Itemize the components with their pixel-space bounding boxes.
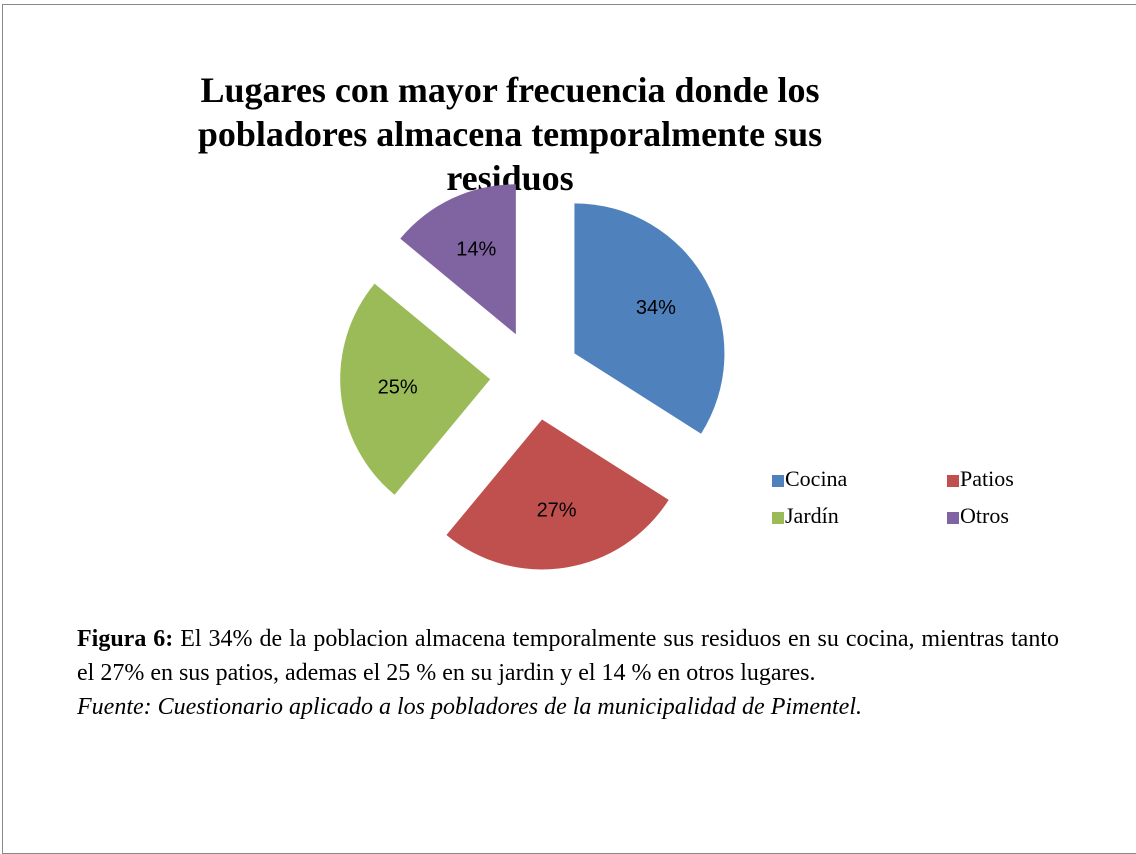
slice-label: 25% bbox=[378, 376, 418, 398]
caption-text: El 34% de la poblacion almacena temporal… bbox=[77, 626, 1060, 686]
pie-slice bbox=[340, 283, 491, 495]
caption-source: Fuente: Cuestionario aplicado a los pobl… bbox=[77, 694, 863, 720]
pie-slice bbox=[446, 419, 669, 570]
pie-slice bbox=[400, 184, 516, 335]
caption-label: Figura 6: bbox=[77, 626, 174, 652]
legend-label: Otros bbox=[960, 503, 1009, 528]
legend-label: Patios bbox=[960, 466, 1014, 491]
pie-slice bbox=[574, 203, 725, 434]
legend-swatch bbox=[772, 475, 784, 487]
slice-label: 27% bbox=[537, 500, 577, 522]
legend-swatch bbox=[947, 512, 959, 524]
legend-label: Jardín bbox=[785, 503, 839, 528]
legend-swatch bbox=[947, 475, 959, 487]
slice-label: 14% bbox=[456, 238, 496, 260]
legend-swatch bbox=[772, 512, 784, 524]
slice-label: 34% bbox=[636, 297, 676, 319]
legend-label: Cocina bbox=[785, 466, 848, 491]
caption-paragraph: Figura 6: El 34% de la poblacion almacen… bbox=[77, 622, 1059, 690]
chart-title: Lugares con mayor frecuencia donde los p… bbox=[197, 70, 823, 198]
caption-source-line: Fuente: Cuestionario aplicado a los pobl… bbox=[77, 690, 1059, 724]
caption: Figura 6: El 34% de la poblacion almacen… bbox=[77, 622, 1059, 724]
